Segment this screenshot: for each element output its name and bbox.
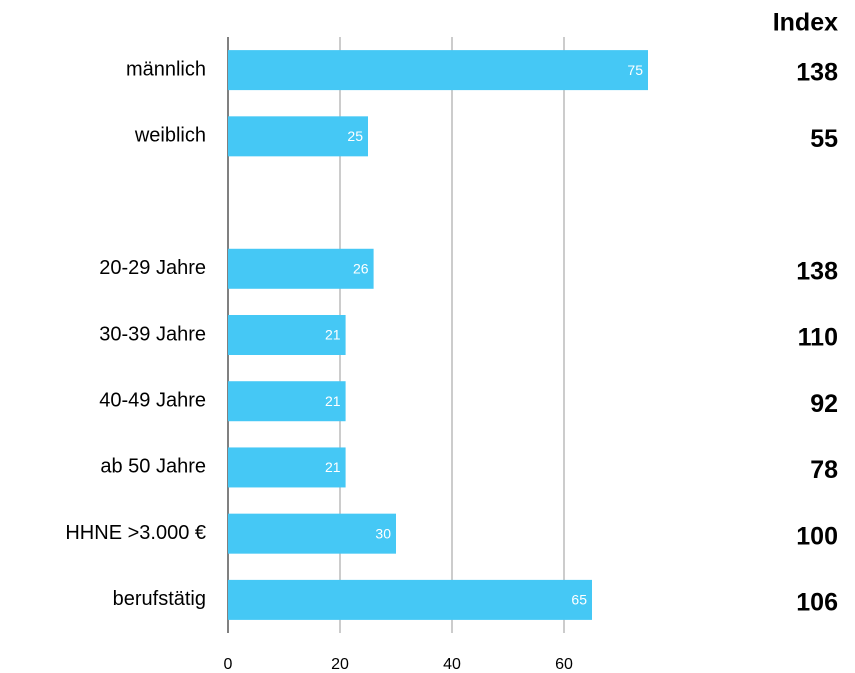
index-value: 110 [798, 324, 838, 352]
index-value: 100 [796, 522, 838, 550]
bar [228, 50, 648, 91]
index-value: 78 [810, 456, 838, 484]
x-tick-label: 20 [331, 656, 349, 673]
index-value: 106 [796, 588, 838, 616]
y-tick-label: HHNE >3.000 € [65, 522, 206, 544]
index-value: 138 [796, 59, 838, 87]
y-tick-label: 20-29 Jahre [99, 257, 206, 279]
y-tick-label: 40-49 Jahre [99, 390, 206, 412]
index-value: 55 [810, 125, 838, 153]
value-label: 26 [353, 260, 369, 276]
value-label: 21 [325, 327, 341, 343]
bar [228, 116, 368, 157]
bar [228, 315, 346, 355]
value-label: 65 [571, 592, 587, 608]
y-tick-label: berufstätig [113, 588, 206, 610]
bar [228, 248, 374, 289]
value-label: 75 [627, 62, 643, 78]
y-tick-label: weiblich [134, 125, 206, 147]
value-label: 25 [347, 128, 363, 144]
index-value: 92 [810, 390, 838, 418]
x-tick-label: 0 [224, 656, 233, 673]
y-tick-label: 30-39 Jahre [99, 323, 206, 345]
y-tick-label: ab 50 Jahre [100, 456, 206, 478]
x-tick-label: 40 [443, 656, 461, 673]
value-label: 21 [325, 459, 341, 475]
index-value: 138 [796, 257, 838, 285]
y-tick-label: männlich [126, 58, 206, 80]
value-label: 30 [375, 525, 391, 541]
index-header: Index [773, 9, 838, 37]
bar [228, 381, 346, 422]
x-tick-label: 60 [555, 656, 573, 673]
value-label: 21 [325, 393, 341, 409]
bar [228, 513, 396, 554]
bar [228, 579, 592, 620]
bar [228, 447, 346, 488]
